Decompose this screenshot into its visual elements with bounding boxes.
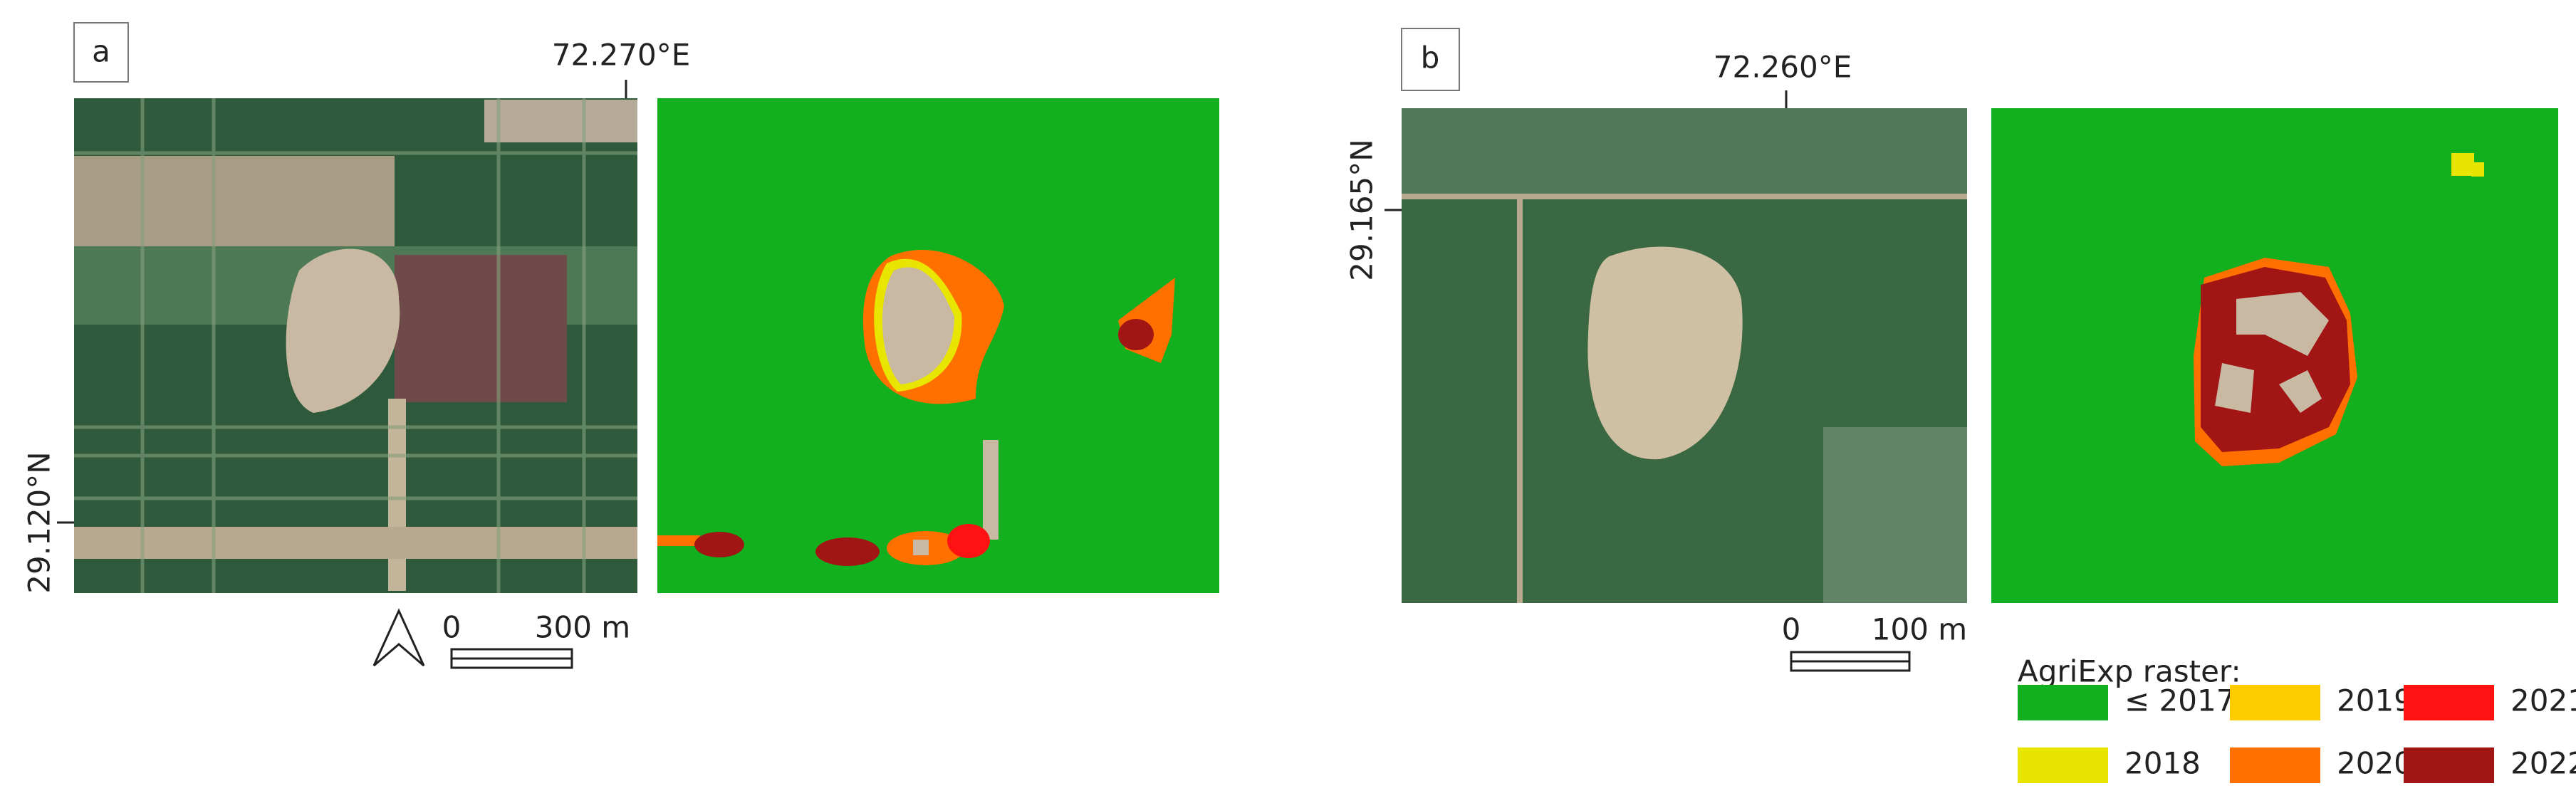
scale-bar <box>450 648 573 669</box>
legend-swatch <box>2018 747 2108 783</box>
panel-label: a <box>92 34 110 69</box>
scale-label: 0 <box>442 610 462 645</box>
legend-label: 2018 <box>2124 746 2201 781</box>
scale-bar <box>1790 651 1911 672</box>
latitude-label: 29.165°N <box>1345 139 1380 280</box>
raster-map-b <box>1991 108 2558 603</box>
scale-label: 0 <box>1782 612 1801 647</box>
legend-label: 2020 <box>2337 746 2413 781</box>
legend-label: 2019 <box>2337 683 2413 718</box>
panel-label: b <box>1421 41 1440 75</box>
legend-label: 2021 <box>2510 683 2576 718</box>
north-arrow <box>372 608 425 667</box>
legend-swatch <box>2230 685 2320 720</box>
panel-label-box <box>73 22 129 83</box>
legend-label: ≤ 2017 <box>2124 683 2235 718</box>
longitude-label: 72.270°E <box>552 38 691 73</box>
raster-map-a <box>657 98 1219 593</box>
legend-swatch <box>2230 747 2320 783</box>
latitude-label: 29.120°N <box>22 451 57 593</box>
panel-label-box <box>1401 28 1460 91</box>
legend-swatch <box>2404 685 2494 720</box>
scale-label: 100 m <box>1872 612 1967 647</box>
longitude-label: 72.260°E <box>1714 50 1852 85</box>
scale-label: 300 m <box>535 610 630 645</box>
satellite-image-b <box>1402 108 1967 603</box>
legend-swatch <box>2404 747 2494 783</box>
satellite-image-a <box>74 98 637 593</box>
legend-title: AgriExp raster: <box>2018 654 2241 689</box>
legend-swatch <box>2018 685 2108 720</box>
